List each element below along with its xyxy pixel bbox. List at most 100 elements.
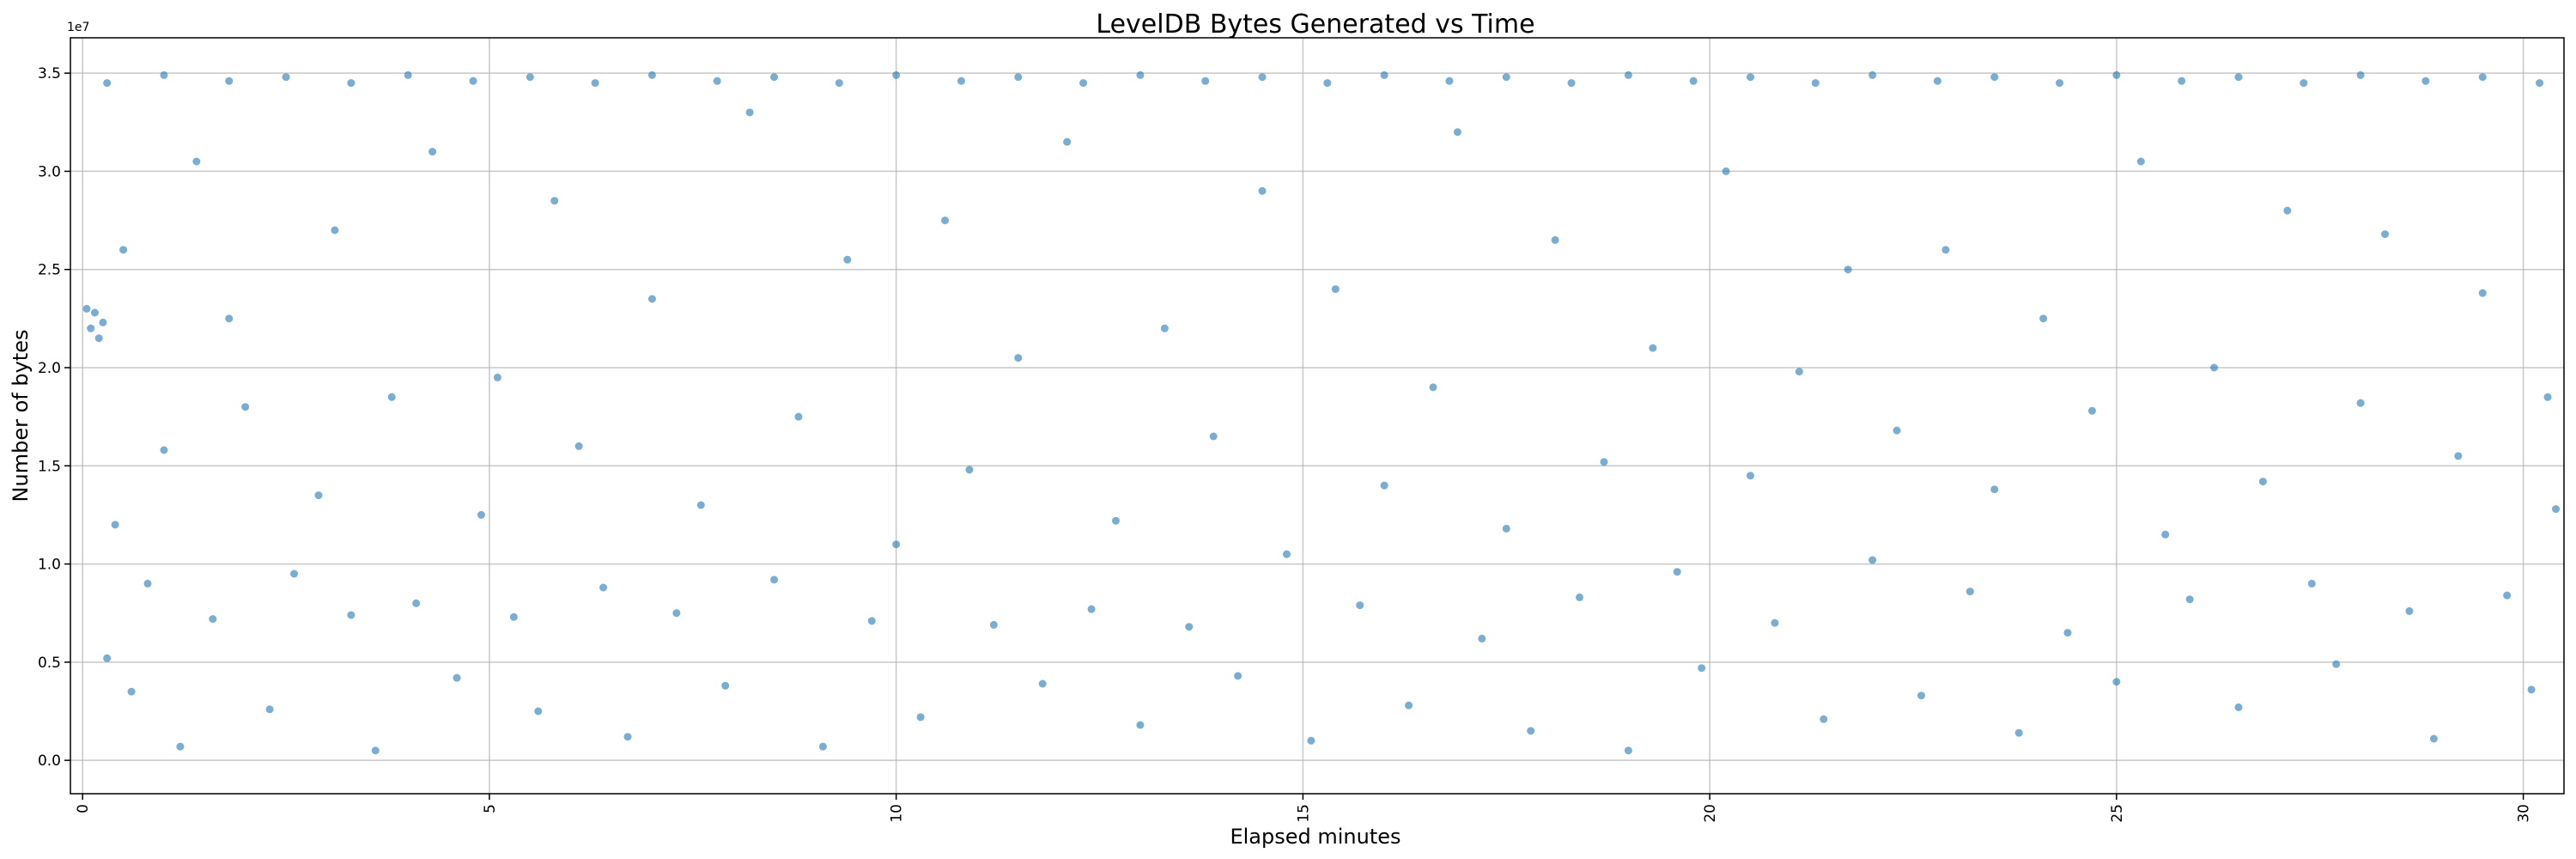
data-point [1209,432,1218,441]
data-point [696,501,705,509]
data-point [1771,618,1779,627]
data-point [1576,593,1584,601]
data-point [509,612,518,621]
data-point [2503,591,2512,600]
data-point [1502,73,1510,82]
data-point [2527,685,2536,694]
data-point [794,412,803,421]
data-point [1795,368,1803,376]
y-tick-label: 2.0 [38,360,61,377]
data-point [1689,76,1698,85]
data-point [2454,452,2463,460]
data-point [1941,246,1950,254]
data-point [347,611,355,619]
data-point [1933,76,1941,85]
data-point [2381,230,2390,239]
data-point [1356,601,1364,610]
data-point [1014,73,1023,82]
data-point [647,295,656,303]
data-point [453,673,461,682]
y-tick-label: 3.5 [38,65,61,82]
data-point [843,255,852,264]
data-point [176,742,185,751]
data-point [1624,70,1632,79]
data-point [2234,73,2243,82]
y-tick-label: 0.5 [38,655,61,672]
data-point [2039,314,2048,323]
data-point [160,70,168,79]
data-point [1234,672,1242,680]
data-point [209,615,217,624]
data-point [1429,383,1437,392]
data-point [2552,505,2561,514]
y-axis-label: Number of bytes [9,330,33,503]
data-point [290,570,299,578]
data-point [770,576,779,584]
data-point [2421,76,2430,85]
data-point [90,308,99,317]
data-point [2185,595,2194,604]
data-point [1893,426,1901,435]
data-point [314,491,323,500]
data-point [1063,137,1072,146]
data-point [965,466,974,474]
data-point [1698,664,1706,673]
data-point [331,226,339,235]
x-tick-label: 25 [2109,804,2126,823]
data-point [265,705,274,714]
data-point [770,73,779,82]
x-tick-label: 30 [2516,804,2533,823]
data-point [87,324,95,332]
data-point [2087,406,2096,415]
data-point [1282,550,1291,558]
data-point [2356,399,2365,407]
data-point [241,403,250,411]
data-point [2234,703,2243,711]
data-point [534,707,543,716]
data-point [1478,634,1486,643]
data-point [1747,73,1755,82]
data-point [99,318,107,326]
data-point [623,733,632,741]
data-point [1201,76,1210,85]
x-tick-label: 5 [482,804,499,813]
y-offset-label: 1e7 [67,21,89,34]
data-point [2210,363,2219,372]
data-point [2332,660,2341,668]
data-point [119,246,128,254]
data-point [818,742,827,751]
data-point [2543,393,2552,401]
y-tick-label: 3.0 [38,163,61,180]
data-point [1965,588,1974,596]
data-point [892,70,901,79]
data-point [2056,79,2064,88]
data-point [2161,530,2170,539]
data-point [192,157,201,166]
y-tick-label: 1.5 [38,458,61,475]
data-point [941,216,950,225]
data-point [1551,235,1559,244]
x-tick-label: 10 [889,804,906,823]
data-point [1307,736,1315,745]
data-point [127,687,136,696]
data-point [1136,721,1145,729]
data-point [2300,79,2308,88]
data-point [1600,458,1608,466]
data-point [2258,478,2267,486]
x-tick-label: 20 [1702,804,1719,823]
data-point [1527,727,1535,735]
data-point [1649,344,1657,352]
data-point [2536,79,2544,88]
data-point [916,713,925,722]
data-point [2405,606,2414,615]
data-point [1820,715,1828,723]
data-point [1136,70,1145,79]
data-point [225,314,234,323]
data-point [989,620,998,629]
data-point [2014,728,2023,737]
data-point [477,510,485,519]
data-point [82,304,91,313]
data-point [111,521,119,529]
data-point [599,583,608,592]
